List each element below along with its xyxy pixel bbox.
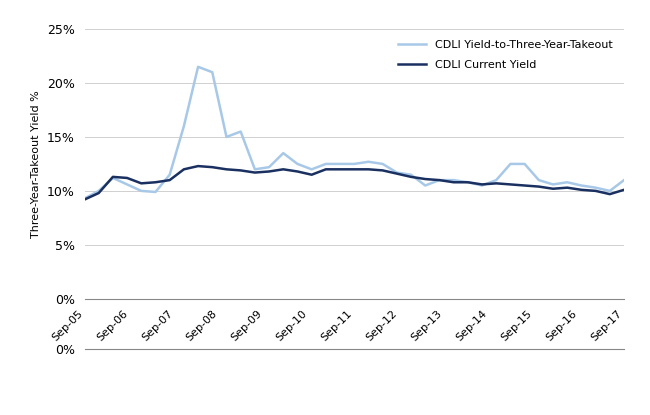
CDLI Yield-to-Three-Year-Takeout	[549, 182, 557, 187]
CDLI Yield-to-Three-Year-Takeout	[492, 178, 500, 183]
CDLI Yield-to-Three-Year-Takeout	[421, 183, 429, 188]
CDLI Current Yield	[521, 183, 528, 188]
CDLI Current Yield	[95, 190, 103, 195]
CDLI Yield-to-Three-Year-Takeout	[307, 167, 315, 172]
Legend: CDLI Yield-to-Three-Year-Takeout, CDLI Current Yield: CDLI Yield-to-Three-Year-Takeout, CDLI C…	[393, 34, 618, 76]
CDLI Yield-to-Three-Year-Takeout	[194, 64, 202, 69]
CDLI Current Yield	[492, 181, 500, 186]
CDLI Yield-to-Three-Year-Takeout	[506, 161, 514, 166]
CDLI Current Yield	[365, 167, 372, 172]
CDLI Yield-to-Three-Year-Takeout	[436, 178, 443, 183]
CDLI Current Yield	[307, 172, 315, 177]
CDLI Current Yield	[620, 187, 628, 192]
CDLI Yield-to-Three-Year-Takeout	[137, 188, 145, 193]
CDLI Yield-to-Three-Year-Takeout	[350, 161, 358, 166]
CDLI Current Yield	[151, 180, 159, 185]
CDLI Yield-to-Three-Year-Takeout	[81, 196, 88, 201]
CDLI Yield-to-Three-Year-Takeout	[535, 178, 543, 183]
CDLI Yield-to-Three-Year-Takeout	[564, 180, 571, 185]
CDLI Current Yield	[222, 167, 230, 172]
CDLI Current Yield	[322, 167, 330, 172]
CDLI Current Yield	[209, 165, 216, 170]
CDLI Current Yield	[577, 187, 585, 192]
CDLI Yield-to-Three-Year-Takeout	[124, 182, 131, 187]
Line: CDLI Yield-to-Three-Year-Takeout: CDLI Yield-to-Three-Year-Takeout	[84, 67, 624, 198]
CDLI Current Yield	[294, 169, 302, 174]
CDLI Yield-to-Three-Year-Takeout	[379, 161, 387, 166]
CDLI Yield-to-Three-Year-Takeout	[95, 188, 103, 193]
CDLI Current Yield	[237, 168, 244, 173]
CDLI Current Yield	[393, 171, 401, 176]
CDLI Current Yield	[564, 185, 571, 190]
CDLI Current Yield	[506, 182, 514, 187]
CDLI Current Yield	[336, 167, 344, 172]
CDLI Current Yield	[180, 167, 188, 172]
CDLI Current Yield	[478, 182, 486, 187]
Y-axis label: Three-Year-Takeout Yield %: Three-Year-Takeout Yield %	[31, 90, 42, 238]
CDLI Current Yield	[535, 184, 543, 189]
CDLI Yield-to-Three-Year-Takeout	[322, 161, 330, 166]
CDLI Current Yield	[166, 178, 174, 183]
CDLI Current Yield	[194, 164, 202, 168]
CDLI Yield-to-Three-Year-Takeout	[237, 129, 244, 134]
CDLI Yield-to-Three-Year-Takeout	[592, 185, 599, 190]
CDLI Current Yield	[421, 176, 429, 181]
CDLI Yield-to-Three-Year-Takeout	[393, 170, 401, 175]
CDLI Current Yield	[81, 197, 88, 202]
CDLI Current Yield	[280, 167, 287, 172]
CDLI Yield-to-Three-Year-Takeout	[577, 183, 585, 188]
CDLI Current Yield	[606, 192, 614, 197]
CDLI Current Yield	[592, 188, 599, 193]
CDLI Current Yield	[379, 168, 387, 173]
Line: CDLI Current Yield: CDLI Current Yield	[84, 166, 624, 200]
CDLI Yield-to-Three-Year-Takeout	[294, 161, 302, 166]
CDLI Yield-to-Three-Year-Takeout	[407, 172, 415, 177]
CDLI Yield-to-Three-Year-Takeout	[521, 161, 528, 166]
CDLI Yield-to-Three-Year-Takeout	[209, 70, 216, 75]
CDLI Yield-to-Three-Year-Takeout	[336, 161, 344, 166]
CDLI Current Yield	[109, 174, 117, 179]
CDLI Current Yield	[124, 176, 131, 181]
CDLI Yield-to-Three-Year-Takeout	[478, 183, 486, 188]
CDLI Current Yield	[265, 169, 273, 174]
CDLI Current Yield	[137, 181, 145, 186]
CDLI Yield-to-Three-Year-Takeout	[280, 151, 287, 156]
CDLI Current Yield	[407, 174, 415, 179]
CDLI Current Yield	[464, 180, 472, 185]
CDLI Yield-to-Three-Year-Takeout	[606, 188, 614, 193]
CDLI Yield-to-Three-Year-Takeout	[166, 172, 174, 177]
CDLI Yield-to-Three-Year-Takeout	[265, 165, 273, 170]
CDLI Yield-to-Three-Year-Takeout	[365, 159, 372, 164]
CDLI Yield-to-Three-Year-Takeout	[450, 178, 458, 183]
CDLI Current Yield	[436, 178, 443, 183]
CDLI Yield-to-Three-Year-Takeout	[222, 134, 230, 139]
CDLI Current Yield	[549, 186, 557, 191]
CDLI Yield-to-Three-Year-Takeout	[151, 190, 159, 195]
CDLI Yield-to-Three-Year-Takeout	[464, 180, 472, 185]
CDLI Yield-to-Three-Year-Takeout	[180, 124, 188, 129]
CDLI Yield-to-Three-Year-Takeout	[109, 176, 117, 181]
CDLI Current Yield	[450, 180, 458, 185]
CDLI Current Yield	[251, 170, 259, 175]
CDLI Yield-to-Three-Year-Takeout	[251, 167, 259, 172]
CDLI Current Yield	[350, 167, 358, 172]
CDLI Yield-to-Three-Year-Takeout	[620, 178, 628, 183]
